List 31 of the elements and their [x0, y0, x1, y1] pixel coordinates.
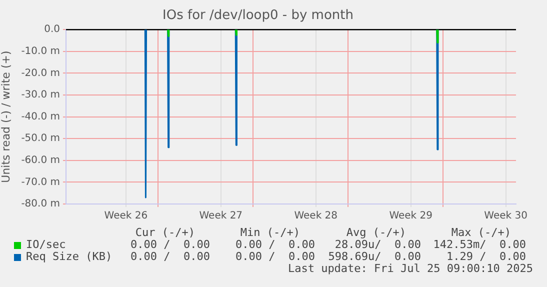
- y-tick-label: -20.0 m: [21, 68, 60, 79]
- text: Avg (-/+): [346, 226, 406, 239]
- x-tick-label: Week 26: [104, 210, 148, 222]
- y-axis-title: Units read (-) / write (+): [0, 50, 12, 183]
- y-tick-label: -80.0 m: [21, 198, 60, 210]
- y-tick-label: -70.0 m: [21, 176, 60, 188]
- y-tick-label: -40.0 m: [21, 111, 60, 122]
- x-tick-label: Week 29: [389, 210, 433, 222]
- text: 28.09u/ 0.00: [334, 238, 421, 251]
- text: 1.29 / 0.00: [446, 250, 526, 263]
- text: Min (-/+): [240, 226, 300, 239]
- chart-title: IOs for /dev/loop0 - by month: [162, 8, 354, 24]
- text: 142.53m/ 0.00: [433, 238, 526, 251]
- y-tick-label: -50.0 m: [21, 133, 60, 144]
- y-tick-label: -30.0 m: [21, 90, 60, 101]
- legend-label: Req Size (KB): [26, 250, 112, 263]
- text: 0.00 / 0.00: [130, 238, 210, 251]
- y-tick-label: -10.0 m: [21, 46, 60, 57]
- text: 0.00 / 0.00: [236, 238, 315, 251]
- text: Last update: Fri Jul 25 09:00:10 2025: [288, 262, 533, 275]
- y-tick-label: -60.0 m: [21, 154, 60, 166]
- x-tick-label: Week 30: [484, 210, 528, 222]
- y-tick-label: 0.0: [44, 24, 60, 36]
- text: 0.00 / 0.00: [236, 250, 315, 263]
- text: 0.00 / 0.00: [130, 250, 210, 263]
- legend-label: IO/sec: [26, 238, 66, 251]
- x-tick-label: Week 28: [294, 210, 338, 222]
- text: Cur (-/+): [135, 226, 195, 239]
- text: 598.69u/ 0.00: [328, 250, 421, 263]
- x-tick-label: Week 27: [199, 210, 243, 222]
- text: Max (-/+): [451, 226, 511, 239]
